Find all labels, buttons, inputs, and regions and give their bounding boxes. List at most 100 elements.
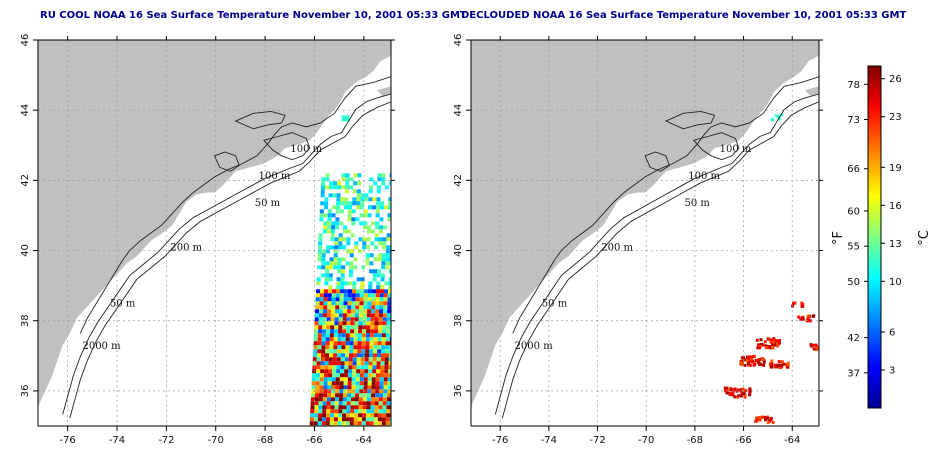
contour-depth-label: 2000 m: [82, 341, 121, 352]
sst-pixel: [324, 373, 328, 378]
sst-pixel: [388, 361, 391, 366]
sst-pixel: [356, 365, 361, 370]
sst-pixel: [357, 181, 362, 186]
sst-pixel: [382, 401, 387, 406]
sst-pixel: [376, 373, 380, 378]
sst-pixel: [330, 409, 335, 414]
sst-pixel: [342, 317, 347, 322]
sst-pixel: [387, 309, 391, 314]
sst-pixel: [358, 413, 363, 418]
sst-pixel: [349, 177, 354, 182]
sst-pixel: [380, 357, 385, 362]
sst-pixel: [362, 321, 367, 326]
sst-pixel: [340, 289, 344, 294]
sst-pixel: [378, 241, 383, 246]
sst-pixel: [777, 115, 781, 119]
sst-pixel: [371, 309, 376, 314]
sst-pixel: [353, 257, 358, 262]
sst-pixel: [369, 353, 373, 358]
sst-pixel: [329, 333, 334, 338]
sst-pixel: [317, 349, 322, 354]
sst-pixel: [380, 361, 385, 366]
sst-pixel: [331, 381, 336, 386]
sst-pixel: [336, 193, 341, 198]
sst-pixel: [380, 205, 384, 210]
sst-pixel: [340, 273, 345, 278]
sst-pixel: [742, 392, 746, 396]
sst-pixel: [330, 397, 335, 402]
sst-pixel: [371, 305, 376, 310]
sst-pixel: [362, 241, 367, 246]
sst-pixel: [318, 313, 323, 318]
sst-pixel: [341, 115, 350, 122]
sst-pixel: [755, 338, 759, 342]
sst-pixel: [349, 333, 354, 338]
sst-pixel: [344, 373, 348, 378]
sst-pixel: [327, 377, 332, 382]
sst-pixel: [791, 304, 795, 308]
sst-pixel: [354, 321, 359, 326]
sst-pixel: [759, 338, 763, 342]
sst-pixel: [332, 357, 337, 362]
sst-pixel: [326, 405, 331, 410]
sst-pixel: [358, 409, 363, 414]
sst-pixel: [385, 333, 390, 338]
sst-pixel: [361, 421, 366, 426]
sst-pixel: [377, 345, 382, 350]
sst-pixel: [770, 359, 774, 363]
sst-pixel: [382, 321, 387, 326]
sst-pixel: [352, 189, 357, 194]
sst-pixel: [347, 309, 352, 314]
sst-pixel: [337, 417, 342, 422]
sst-pixel: [353, 341, 358, 346]
sst-pixel: [310, 397, 315, 402]
sst-pixel: [319, 309, 324, 314]
sst-pixel: [367, 377, 372, 382]
sst-pixel: [313, 421, 318, 426]
sst-pixel: [371, 389, 376, 394]
sst-pixel: [320, 365, 325, 370]
sst-pixel: [332, 205, 336, 210]
sst-pixel: [370, 321, 375, 326]
sst-pixel: [771, 346, 775, 350]
sst-pixel: [325, 249, 330, 254]
sst-pixel: [364, 361, 369, 366]
sst-pixel: [331, 301, 336, 306]
sst-pixel: [363, 301, 368, 306]
sst-pixel: [345, 173, 350, 178]
sst-pixel: [333, 265, 338, 270]
sst-pixel: [372, 365, 377, 370]
sst-pixel: [309, 417, 314, 422]
sst-pixel: [385, 417, 390, 422]
fahrenheit-tick-label: 60: [847, 206, 860, 217]
sst-pixel: [329, 349, 334, 354]
sst-pixel: [766, 416, 770, 420]
fahrenheit-tick-label: 66: [847, 164, 860, 175]
sst-pixel: [773, 343, 777, 347]
sst-pixel: [380, 285, 385, 290]
sst-pixel: [350, 313, 355, 318]
sst-pixel: [386, 233, 391, 238]
sst-pixel: [324, 201, 329, 206]
sst-pixel: [345, 421, 350, 426]
sst-pixel: [814, 343, 818, 347]
sst-pixel: [376, 273, 381, 278]
sst-pixel: [341, 345, 346, 350]
sst-pixel: [363, 209, 368, 214]
sst-pixel: [338, 313, 343, 318]
sst-pixel: [369, 333, 374, 338]
sst-pixel: [373, 257, 378, 262]
sst-pixel: [351, 377, 356, 382]
sst-pixel: [346, 237, 351, 242]
contour-depth-label: 100 m: [290, 144, 322, 155]
sst-pixel: [753, 354, 756, 358]
sst-pixel: [352, 289, 356, 294]
sst-pixel: [327, 309, 332, 314]
sst-pixel: [325, 349, 330, 354]
sst-pixel: [339, 293, 344, 298]
sst-pixel: [388, 197, 391, 202]
sst-pixel: [740, 390, 744, 394]
sst-pixel: [377, 173, 382, 178]
sst-pixel: [321, 181, 326, 186]
sst-pixel: [389, 257, 391, 262]
